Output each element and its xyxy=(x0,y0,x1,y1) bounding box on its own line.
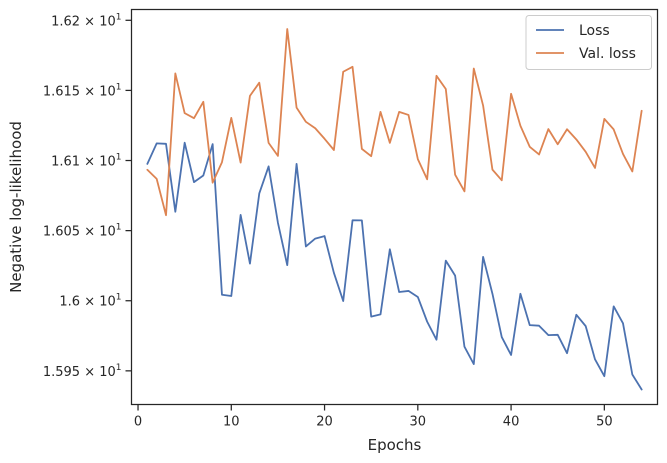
y-tick-label: 1.62 × 101 xyxy=(51,12,121,29)
x-tick-label: 50 xyxy=(596,415,613,430)
y-tick-label: 1.615 × 101 xyxy=(43,82,122,99)
x-tick-label: 20 xyxy=(316,415,333,430)
series-line-loss xyxy=(146,141,643,391)
x-tick-label: 0 xyxy=(134,415,142,430)
plot-frame xyxy=(130,8,659,406)
series-layer xyxy=(146,28,643,391)
legend: Loss Val. loss xyxy=(525,15,652,70)
y-tick-label: 1.61 × 101 xyxy=(51,153,121,170)
legend-label-loss: Loss xyxy=(579,23,610,39)
x-axis-label: Epochs xyxy=(368,436,422,454)
y-tick-label: 1.605 × 101 xyxy=(43,223,122,240)
legend-box xyxy=(525,15,652,70)
x-axis-ticks: 0 10 20 30 40 50 xyxy=(134,404,613,430)
y-axis-ticks: 1.595 × 101 1.6 × 101 1.605 × 101 1.61 × 10… xyxy=(43,12,132,380)
y-axis-label: Negative log-likelihood xyxy=(7,121,25,293)
series-line-val-loss xyxy=(146,28,643,217)
x-tick-label: 40 xyxy=(503,415,520,430)
x-tick-label: 30 xyxy=(410,415,427,430)
legend-label-val-loss: Val. loss xyxy=(579,46,636,62)
x-tick-label: 10 xyxy=(223,415,240,430)
y-tick-label: 1.6 × 101 xyxy=(59,293,121,310)
y-tick-label: 1.595 × 101 xyxy=(43,363,122,380)
